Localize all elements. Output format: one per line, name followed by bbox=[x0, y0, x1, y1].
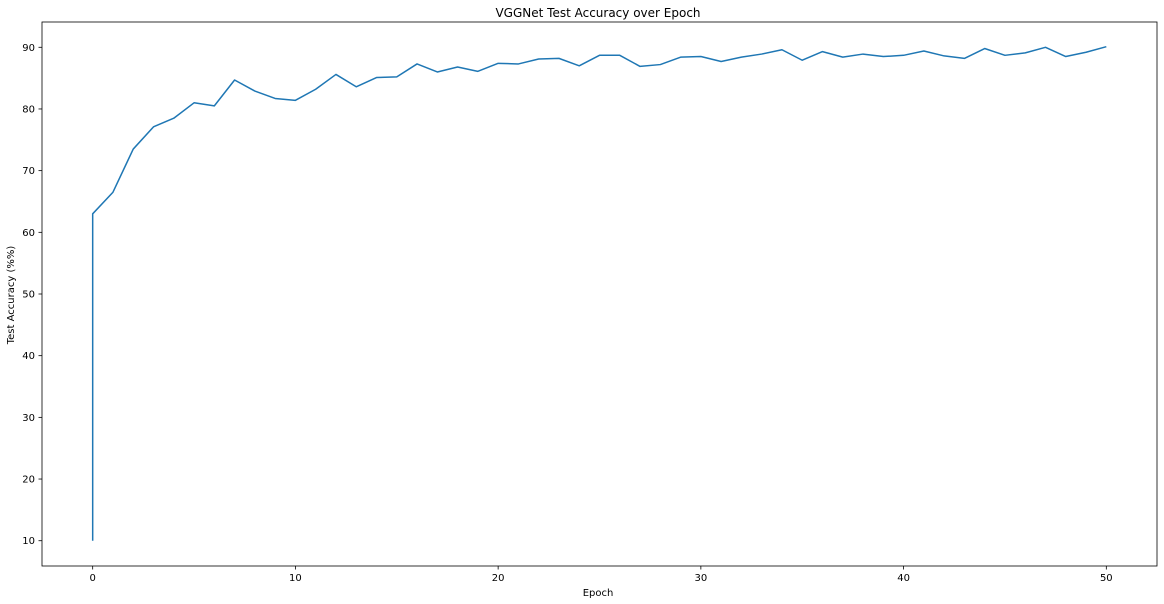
axes-frame bbox=[41, 21, 1158, 567]
y-tick-label: 60 bbox=[22, 228, 35, 239]
plot-area bbox=[41, 21, 1158, 567]
chart-title: VGGNet Test Accuracy over Epoch bbox=[495, 6, 700, 20]
y-tick-label: 80 bbox=[22, 104, 35, 115]
x-tick-label: 40 bbox=[897, 573, 910, 584]
x-tick-label: 20 bbox=[492, 573, 505, 584]
series-line-0 bbox=[91, 45, 1107, 541]
x-tick-label: 10 bbox=[289, 573, 302, 584]
x-tick-label: 30 bbox=[694, 573, 707, 584]
y-axis-ticks: 10 20 30 40 50 60 70 80 90 bbox=[22, 43, 42, 547]
y-tick-label: 10 bbox=[22, 536, 35, 547]
y-tick-label: 90 bbox=[22, 43, 35, 54]
y-tick-label: 70 bbox=[22, 166, 35, 177]
x-tick-label: 0 bbox=[89, 573, 95, 584]
y-tick-label: 40 bbox=[22, 351, 35, 362]
x-axis-label: Epoch bbox=[583, 588, 614, 599]
y-axis-label: Test Accuracy (%%) bbox=[6, 246, 17, 346]
x-tick-label: 50 bbox=[1100, 573, 1113, 584]
y-tick-label: 30 bbox=[22, 413, 35, 424]
y-tick-label: 20 bbox=[22, 475, 35, 486]
x-axis-ticks: 0 10 20 30 40 50 bbox=[89, 566, 1113, 584]
y-tick-label: 50 bbox=[22, 290, 35, 301]
